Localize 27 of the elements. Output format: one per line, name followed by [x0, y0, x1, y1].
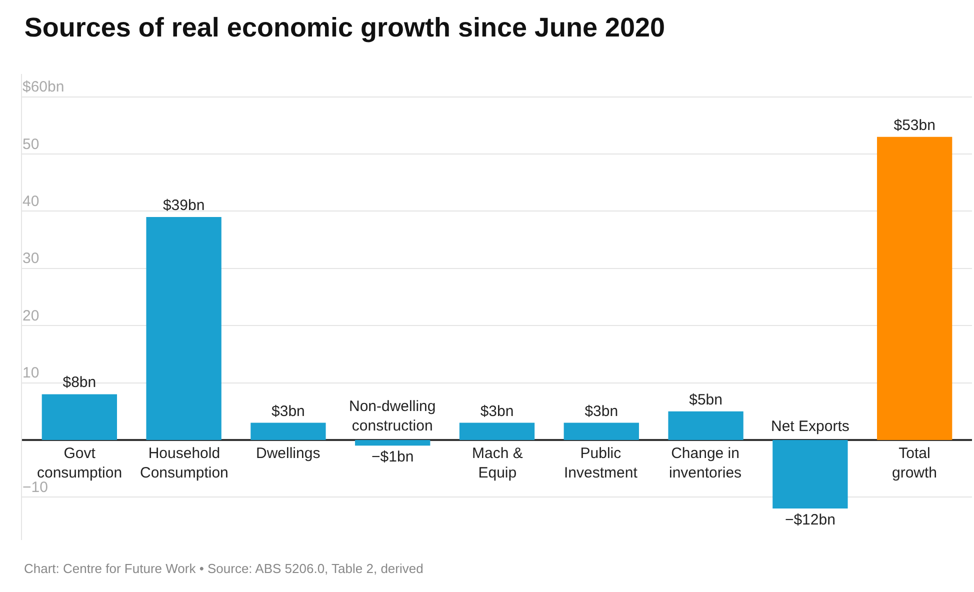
chart-title: Sources of real economic growth since June 2020	[24, 12, 666, 43]
data-label: $5bn	[689, 391, 722, 408]
x-tick-label: Non-dwelling construction	[349, 398, 436, 434]
y-tick-label: −10	[22, 478, 48, 496]
x-tick-label: Mach & Equip	[472, 445, 523, 482]
text: Chart: Centre for Future Work • Source: ABS 5206.0, Table 2, derived	[24, 561, 424, 576]
x-tick-label: Net Exports	[771, 418, 850, 435]
x-tick-label: Public Investment	[564, 445, 638, 482]
data-label: $3bn	[584, 402, 618, 420]
y-tick-label: 40	[22, 192, 40, 210]
y-tick-label: 50	[22, 136, 40, 153]
data-label: −$1bn	[372, 448, 414, 466]
x-tick-label: Dwellings	[256, 445, 320, 462]
y-tick-label: $60bn	[22, 78, 64, 96]
data-label: $3bn	[272, 402, 305, 420]
data-label: $53bn	[894, 116, 936, 134]
data-label: $39bn	[162, 196, 205, 214]
x-tick-label: Govt consumption	[37, 445, 122, 482]
x-tick-label: Change in inventories	[669, 445, 742, 482]
y-tick-label: 20	[22, 307, 40, 324]
x-tick-label: Household Consumption	[140, 445, 228, 482]
data-label: $8bn	[62, 374, 96, 392]
data-label: −$12bn	[784, 512, 836, 529]
x-tick-label: Total growth	[892, 445, 938, 482]
data-label: $3bn	[480, 402, 514, 420]
y-tick-label: 30	[22, 250, 40, 268]
y-tick-label: 10	[22, 364, 40, 382]
